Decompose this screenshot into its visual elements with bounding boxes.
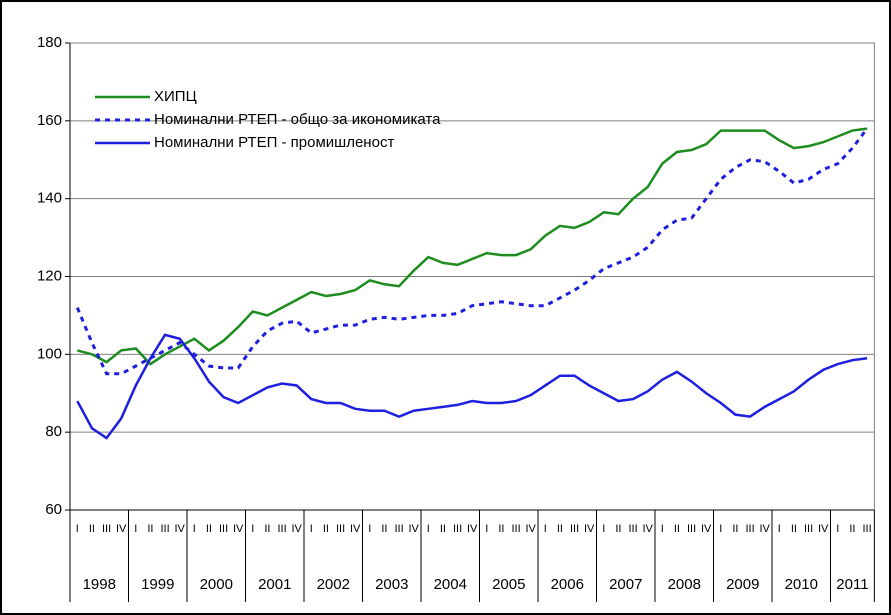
quarter-label: II	[674, 523, 680, 535]
quarter-label: III	[511, 523, 520, 535]
year-label: 2007	[609, 576, 642, 593]
data-line	[76, 127, 868, 366]
year-label: 2008	[668, 576, 701, 593]
quarter-label: IV	[350, 523, 361, 535]
quarter-label: II	[323, 523, 329, 535]
quarter-label: II	[498, 523, 504, 535]
quarter-label: I	[836, 523, 839, 535]
quarter-label: III	[394, 523, 403, 535]
y-tick-label: 100	[37, 345, 62, 362]
y-tick-label: 80	[45, 423, 62, 440]
legend-label: ХИПЦ	[154, 88, 197, 105]
quarter-label: II	[791, 523, 797, 535]
year-label: 2004	[434, 576, 467, 593]
quarter-label: III	[628, 523, 637, 535]
data-line	[75, 127, 869, 376]
quarter-label: I	[368, 523, 371, 535]
quarter-label: III	[687, 523, 696, 535]
quarter-label: II	[147, 523, 153, 535]
quarter-label: II	[557, 523, 563, 535]
quarter-label: II	[264, 523, 270, 535]
year-label: 2010	[785, 576, 818, 593]
quarter-label: IV	[467, 523, 478, 535]
quarter-label: I	[602, 523, 605, 535]
y-tick-label: 180	[37, 34, 62, 51]
y-tick-label: 120	[37, 267, 62, 284]
quarter-label: IV	[116, 523, 127, 535]
quarter-label: IV	[174, 523, 185, 535]
year-label: 2009	[726, 576, 759, 593]
quarter-label: III	[219, 523, 228, 535]
year-label: 2005	[492, 576, 525, 593]
quarter-label: IV	[701, 523, 712, 535]
quarter-label: III	[160, 523, 169, 535]
quarter-label: I	[251, 523, 254, 535]
y-tick-label: 160	[37, 112, 62, 129]
quarter-label: I	[778, 523, 781, 535]
quarter-label: III	[453, 523, 462, 535]
quarter-label: I	[485, 523, 488, 535]
quarter-label: III	[277, 523, 286, 535]
quarter-label: III	[804, 523, 813, 535]
quarter-label: II	[381, 523, 387, 535]
quarter-label: II	[440, 523, 446, 535]
quarter-label: I	[193, 523, 196, 535]
quarter-label: IV	[818, 523, 829, 535]
quarter-label: III	[336, 523, 345, 535]
year-label: 2006	[551, 576, 584, 593]
legend-label: Номинални РТЕП - промишленост	[154, 134, 394, 151]
quarter-label: I	[310, 523, 313, 535]
quarter-label: IV	[525, 523, 536, 535]
quarter-label: I	[661, 523, 664, 535]
year-label: 2003	[375, 576, 408, 593]
quarter-label: II	[849, 523, 855, 535]
quarter-label: IV	[291, 523, 302, 535]
quarter-label: II	[615, 523, 621, 535]
quarter-label: IV	[584, 523, 595, 535]
quarter-label: IV	[642, 523, 653, 535]
quarter-label: III	[570, 523, 579, 535]
quarter-label: IV	[408, 523, 419, 535]
year-label: 2000	[200, 576, 233, 593]
quarter-label: I	[427, 523, 430, 535]
year-label: 1999	[141, 576, 174, 593]
quarter-label: III	[102, 523, 111, 535]
legend-label: Номинални РТЕП - общо за икономиката	[154, 111, 441, 128]
data-line	[76, 333, 868, 440]
quarter-label: II	[89, 523, 95, 535]
quarter-label: III	[745, 523, 754, 535]
y-tick-label: 60	[45, 501, 62, 518]
year-label: 2002	[317, 576, 350, 593]
year-label: 1998	[83, 576, 116, 593]
year-label: 2001	[258, 576, 291, 593]
quarter-label: II	[732, 523, 738, 535]
quarter-label: I	[76, 523, 79, 535]
y-tick-label: 140	[37, 190, 62, 207]
quarter-label: I	[134, 523, 137, 535]
quarter-label: II	[206, 523, 212, 535]
quarter-label: III	[862, 523, 871, 535]
quarter-label: I	[719, 523, 722, 535]
quarter-label: IV	[759, 523, 770, 535]
year-label: 2011	[836, 576, 868, 593]
quarter-label: I	[544, 523, 547, 535]
quarter-label: IV	[233, 523, 244, 535]
